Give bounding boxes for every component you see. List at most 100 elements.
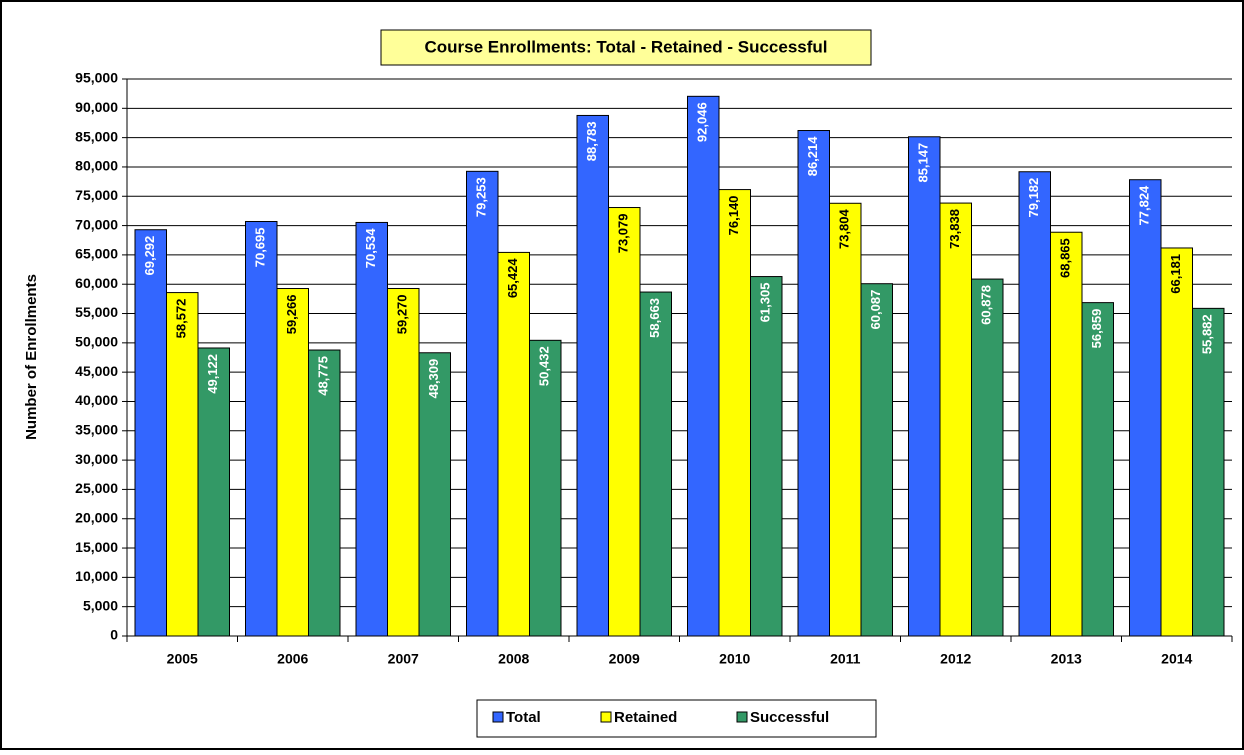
data-label: 70,534 [363, 228, 378, 269]
bar [308, 349, 341, 637]
data-label: 73,838 [947, 209, 962, 249]
data-label: 76,140 [726, 196, 741, 236]
y-tick-label: 60,000 [75, 275, 118, 291]
y-tick-label: 30,000 [75, 451, 118, 467]
bar [908, 136, 941, 637]
data-label: 79,253 [474, 177, 489, 217]
data-label: 50,432 [537, 346, 552, 386]
bar [687, 95, 720, 637]
y-tick-label: 45,000 [75, 363, 118, 379]
bar [418, 352, 451, 637]
data-label: 73,804 [837, 209, 852, 250]
bar [355, 221, 388, 637]
bar [1160, 247, 1193, 637]
x-tick-label: 2008 [498, 651, 529, 667]
data-label: 70,695 [253, 228, 268, 268]
data-label: 48,309 [426, 359, 441, 399]
data-label: 86,214 [805, 136, 820, 177]
legend-label: Successful [750, 709, 829, 726]
data-label: 49,122 [205, 354, 220, 394]
bar [166, 292, 199, 637]
x-tick-label: 2009 [609, 651, 640, 667]
y-tick-label: 35,000 [75, 421, 118, 437]
data-label: 48,775 [316, 356, 331, 396]
y-tick-label: 5,000 [83, 597, 118, 613]
data-label: 60,087 [868, 290, 883, 330]
data-label: 55,882 [1200, 314, 1215, 354]
bar [797, 130, 830, 637]
x-tick-label: 2010 [719, 651, 750, 667]
y-tick-label: 40,000 [75, 392, 118, 408]
y-tick-label: 65,000 [75, 246, 118, 262]
bar [608, 207, 641, 637]
x-tick-label: 2012 [940, 651, 971, 667]
data-label: 73,079 [616, 214, 631, 254]
y-tick-label: 95,000 [75, 70, 118, 86]
legend-box [476, 699, 877, 738]
x-tick-label: 2011 [830, 651, 861, 667]
bar [1081, 302, 1114, 637]
y-tick-label: 20,000 [75, 509, 118, 525]
data-label: 85,147 [916, 143, 931, 183]
data-label: 69,292 [142, 236, 157, 276]
bar [939, 202, 972, 637]
bar [1018, 171, 1051, 637]
bar [971, 278, 1004, 637]
title-box [380, 29, 872, 66]
bar [529, 339, 562, 637]
data-label: 58,663 [647, 298, 662, 338]
bar [576, 114, 609, 637]
data-label: 58,572 [174, 299, 189, 339]
data-label: 65,424 [505, 258, 520, 299]
bar [750, 276, 783, 637]
data-label: 56,859 [1089, 309, 1104, 349]
y-tick-label: 15,000 [75, 539, 118, 555]
legend-swatch [600, 711, 612, 723]
bar [639, 291, 672, 637]
y-tick-label: 90,000 [75, 99, 118, 115]
bar [276, 288, 309, 637]
chart-title: Course Enrollments: Total - Retained - S… [424, 37, 827, 56]
legend-swatch [492, 711, 504, 723]
data-label: 77,824 [1137, 185, 1152, 226]
data-label: 68,865 [1058, 238, 1073, 278]
bar [245, 221, 278, 637]
data-label: 88,783 [584, 121, 599, 161]
legend-label: Retained [614, 709, 677, 726]
data-label: 60,878 [979, 285, 994, 325]
y-tick-label: 70,000 [75, 216, 118, 232]
x-tick-label: 2006 [277, 651, 308, 667]
legend-swatch [736, 711, 748, 723]
y-axis-label: Number of Enrollments [23, 274, 40, 440]
bar [134, 229, 167, 637]
bar [829, 202, 862, 637]
y-tick-label: 25,000 [75, 480, 118, 496]
data-label: 59,270 [395, 294, 410, 334]
bar [497, 251, 530, 637]
bar [860, 283, 893, 637]
y-tick-label: 85,000 [75, 128, 118, 144]
data-label: 92,046 [695, 102, 710, 142]
bar [197, 347, 230, 637]
bar [1192, 307, 1225, 637]
legend-label: Total [506, 709, 541, 726]
x-tick-label: 2014 [1161, 651, 1192, 667]
data-label: 59,266 [284, 295, 299, 335]
data-label: 79,182 [1026, 178, 1041, 218]
x-tick-label: 2005 [167, 651, 198, 667]
x-tick-label: 2007 [388, 651, 419, 667]
y-tick-label: 50,000 [75, 334, 118, 350]
bar [718, 189, 751, 637]
y-tick-label: 10,000 [75, 568, 118, 584]
bar [387, 287, 420, 637]
bar [1129, 179, 1162, 637]
y-tick-label: 80,000 [75, 158, 118, 174]
bar [466, 170, 499, 637]
y-tick-label: 75,000 [75, 187, 118, 203]
bar [1050, 231, 1083, 637]
data-label: 66,181 [1168, 254, 1183, 294]
data-label: 61,305 [758, 283, 773, 323]
y-tick-label: 55,000 [75, 304, 118, 320]
y-tick-label: 0 [110, 627, 118, 643]
